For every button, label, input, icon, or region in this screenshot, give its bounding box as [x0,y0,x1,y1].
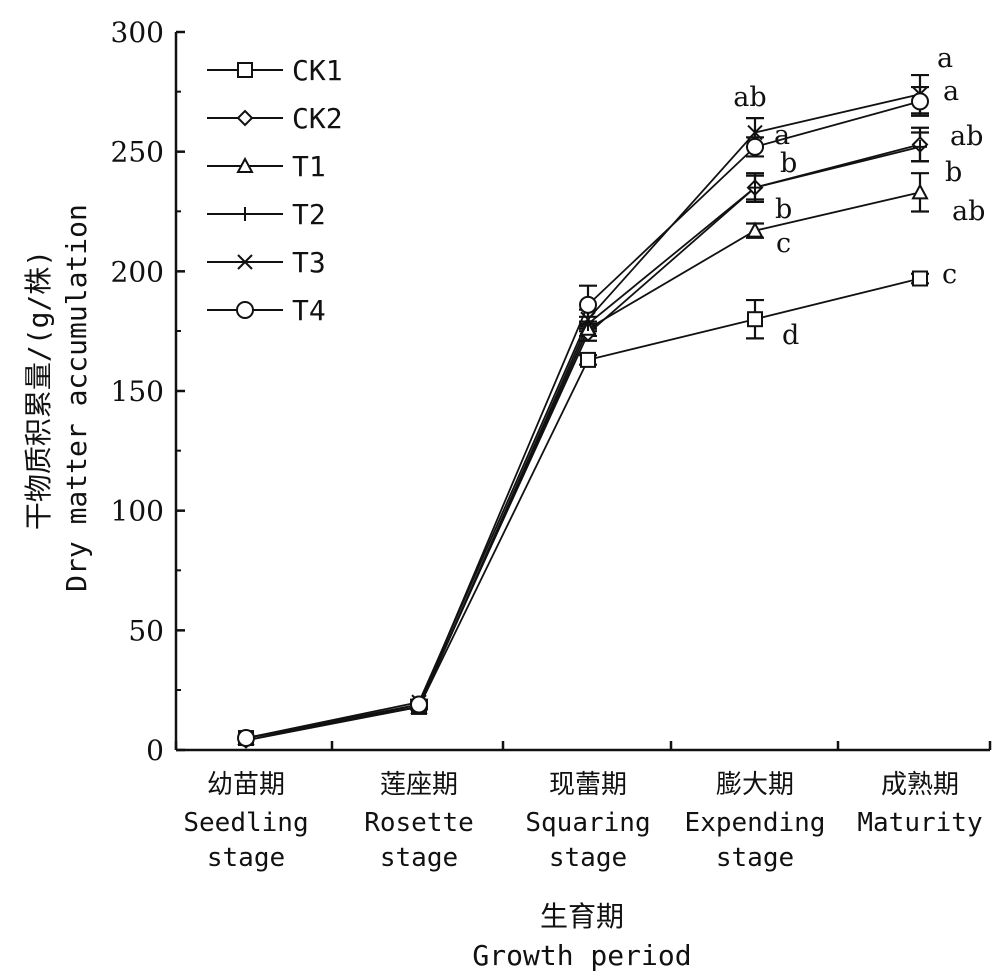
series-line-T3 [245,93,921,739]
x-axis-title-cn: 生育期 [540,900,624,933]
x-category-label-en: stage [380,843,458,873]
data-markers [237,86,929,749]
x-category-label-cn: 莲座期 [380,770,458,800]
data-point [579,295,597,314]
data-point [746,137,764,156]
series-line-CK1 [245,277,921,739]
significance-letter: ab [952,196,985,227]
legend-label: T1 [292,150,326,183]
legend-label: T2 [292,198,326,231]
series-line-T1 [245,191,921,739]
legend-label: CK2 [292,102,343,135]
x-category-label-en: stage [549,843,627,873]
series-line-T2 [245,146,921,742]
y-axis-title-cn: 干物质积累量/(g/株) [22,250,55,530]
x-category-label-en: stage [207,843,285,873]
error-bars [410,73,929,711]
x-category-label-en: Seedling [183,808,308,838]
x-category-label-cn: 膨大期 [716,770,794,800]
significance-letter: a [943,76,959,107]
x-category-label-en: Expending [685,808,826,838]
data-point [748,180,762,195]
legend-marker [236,301,254,319]
x-axis-title-en: Growth period [472,939,691,972]
significance-letter: a [774,120,790,151]
legend-marker [236,156,254,173]
x-category-label-cn: 现蕾期 [549,770,627,800]
axes: 0 50 100 150 200 250 300 幼苗期 Seedling stage 莲座期 Ros… [111,16,992,873]
data-point [911,183,929,200]
significance-letter: c [942,259,957,290]
y-tick-label: 250 [111,136,164,169]
legend-marker [236,109,254,127]
y-tick-label: 0 [146,734,164,767]
significance-letter: b [945,157,962,188]
data-point [913,139,927,154]
legend-label: CK1 [292,54,343,87]
legend-marker [238,207,252,221]
data-point [747,124,763,141]
legend-label: T3 [292,246,326,279]
series-line-CK2 [245,143,921,742]
significance-letter: ab [950,121,983,152]
x-category-label-en: Rosette [364,808,474,838]
y-tick-label: 200 [111,255,164,288]
data-point [580,351,596,368]
series-line-T4 [245,100,921,739]
x-category-label-en: stage [716,843,794,873]
series-lines [245,93,921,742]
significance-letter: d [782,320,799,351]
data-point [746,221,764,238]
y-tick-label: 50 [128,614,164,647]
data-point [410,695,428,714]
legend: CK1 CK2 T1 T2 T3 T4 [207,54,343,327]
data-point [237,729,255,748]
x-category-label-en: Maturity [857,808,982,838]
significance-letter: a [937,43,953,74]
y-tick-label: 150 [111,375,164,408]
legend-marker [237,62,253,78]
significance-letter: ab [733,82,766,113]
data-point [912,270,928,287]
y-axis-title-en: Dry matter accumulation [60,204,93,592]
significance-letter: b [775,194,792,225]
legend-marker [237,254,253,270]
y-tick-label: 100 [111,495,164,528]
data-point [580,311,596,327]
data-point [747,311,763,328]
data-point [911,92,929,111]
x-category-label-cn: 成熟期 [881,770,959,800]
legend-label: T4 [292,294,326,327]
significance-letter: c [776,228,791,259]
x-category-label-en: Squaring [525,808,650,838]
y-tick-label: 300 [111,16,164,49]
x-category-label-cn: 幼苗期 [207,770,285,800]
significance-letter: b [780,148,797,179]
